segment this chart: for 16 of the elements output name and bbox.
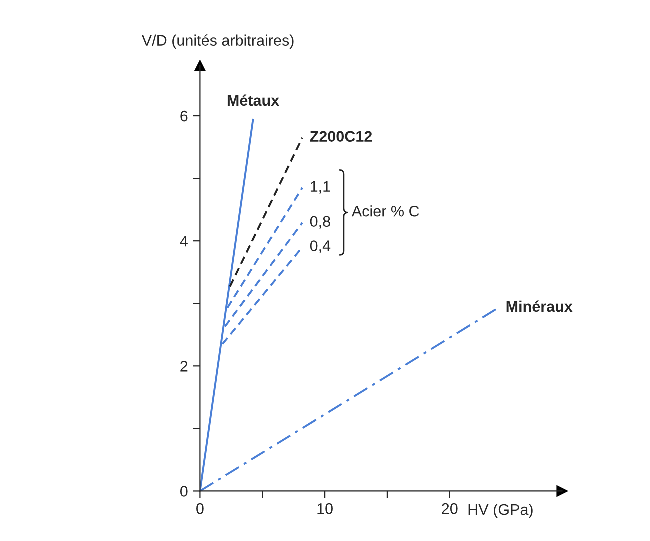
x-tick-label: 20 <box>442 503 458 514</box>
y-tick-label: 0 <box>180 486 188 497</box>
y-axis-title: V/D (unités arbitraires) <box>142 34 294 49</box>
series-label: Métaux <box>228 94 280 106</box>
series-label: Z200C12 <box>310 131 372 142</box>
x-axis-title: HV (GPa) <box>468 504 533 518</box>
series-label: 1,1 <box>310 181 330 194</box>
series-label: 0,4 <box>310 240 331 254</box>
annotation: Acier % C <box>352 206 420 217</box>
series-label: 0,8 <box>310 216 330 229</box>
y-tick-label: 6 <box>180 110 188 122</box>
x-tick-label: 0 <box>196 503 204 514</box>
y-tick-label: 4 <box>180 236 188 247</box>
series-label: Minéraux <box>506 300 573 312</box>
y-tick-label: 2 <box>180 361 188 372</box>
x-tick-label: 10 <box>318 503 333 514</box>
